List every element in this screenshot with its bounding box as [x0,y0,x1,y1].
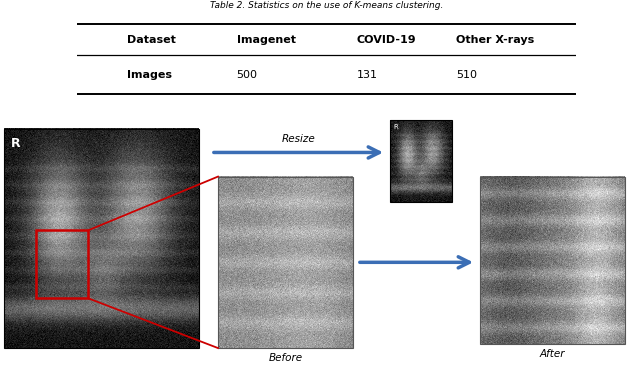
Text: Images: Images [127,70,172,80]
Text: 131: 131 [356,70,378,80]
Text: Other X-rays: Other X-rays [456,34,534,45]
Text: Resize: Resize [282,134,316,145]
Text: Before: Before [268,353,303,363]
Text: Dataset: Dataset [127,34,175,45]
Text: R: R [11,137,20,150]
Text: COVID-19: COVID-19 [356,34,416,45]
Text: R: R [393,124,397,130]
Text: 510: 510 [456,70,477,80]
Text: 500: 500 [237,70,257,80]
Text: After: After [540,349,565,359]
Bar [4,129,199,348]
Text: Table 2. Statistics on the use of K-means clustering.: Table 2. Statistics on the use of K-mean… [210,1,443,10]
Text: Imagenet: Imagenet [237,34,296,45]
Bar [36,231,88,298]
Bar [390,120,452,202]
Bar [218,176,353,348]
Bar [480,176,625,344]
